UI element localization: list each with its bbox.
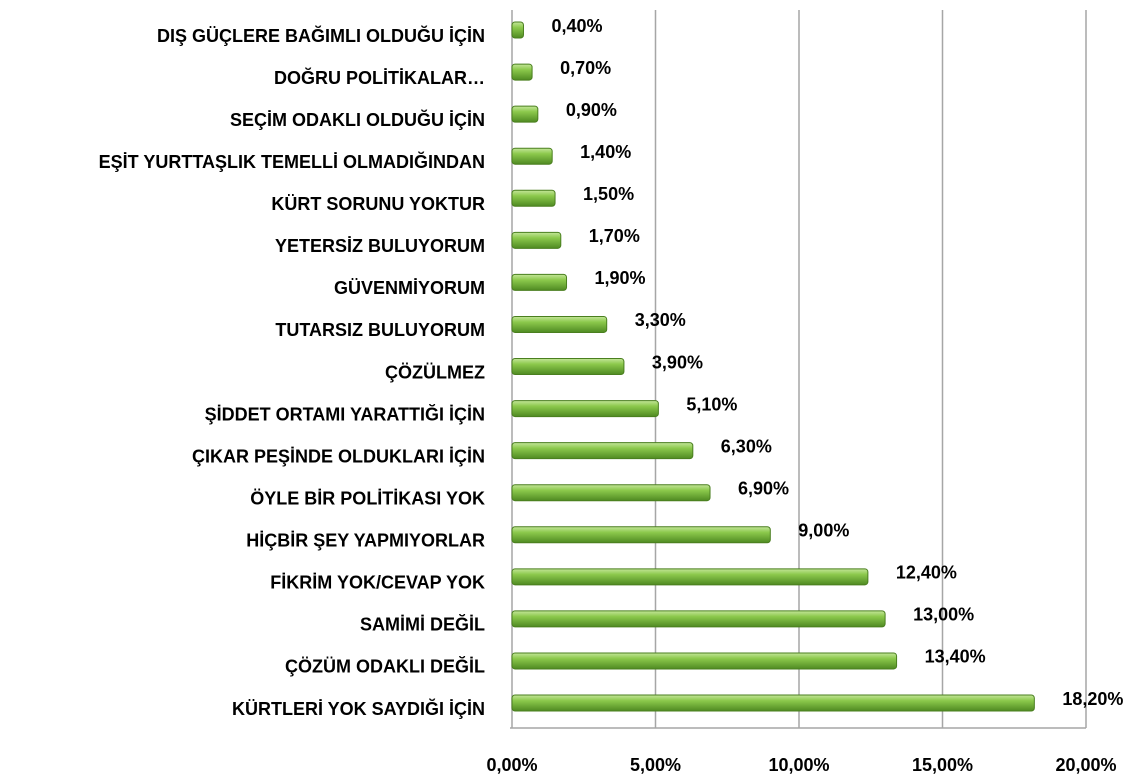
value-label: 6,90%	[738, 478, 789, 498]
category-label: SEÇİM ODAKLI OLDUĞU İÇİN	[230, 109, 485, 130]
x-tick-label: 20,00%	[1055, 755, 1116, 775]
category-label: HİÇBİR ŞEY YAPMIYORLAR	[246, 531, 485, 551]
bar	[511, 105, 539, 123]
bar	[511, 400, 659, 418]
category-label: YETERSİZ BULUYORUM	[275, 236, 485, 256]
bar	[511, 147, 553, 165]
category-label: GÜVENMİYORUM	[334, 278, 485, 298]
value-label: 0,70%	[560, 58, 611, 78]
bar	[511, 610, 886, 628]
value-label: 0,90%	[566, 100, 617, 120]
value-label: 6,30%	[721, 436, 772, 456]
x-tick-label: 5,00%	[630, 755, 681, 775]
bar	[511, 526, 771, 544]
value-label: 9,00%	[798, 521, 849, 541]
category-label: TUTARSIZ BULUYORUM	[275, 320, 485, 340]
bar	[511, 63, 533, 81]
bar	[511, 189, 556, 207]
value-label: 3,30%	[635, 310, 686, 330]
bar	[511, 484, 711, 502]
value-label: 0,40%	[551, 16, 602, 36]
value-label: 13,00%	[913, 605, 974, 625]
category-label: KÜRT SORUNU YOKTUR	[271, 194, 485, 214]
x-tick-label: 0,00%	[486, 755, 537, 775]
value-label: 3,90%	[652, 352, 703, 372]
bar	[511, 568, 869, 586]
bar	[511, 694, 1035, 712]
category-label: EŞİT YURTTAŞLIK TEMELLİ OLMADIĞINDAN	[99, 151, 485, 172]
bar	[511, 442, 694, 460]
category-label: SAMİMİ DEĞİL	[360, 614, 485, 635]
bar	[511, 315, 608, 333]
value-label: 1,70%	[589, 226, 640, 246]
value-label: 1,90%	[595, 268, 646, 288]
value-label: 13,40%	[925, 647, 986, 667]
bar	[511, 21, 524, 39]
category-label: FİKRİM YOK/CEVAP YOK	[270, 573, 485, 593]
category-label: ÇÖZÜLMEZ	[385, 362, 485, 382]
category-label: ÖYLE BİR POLİTİKASI YOK	[250, 488, 485, 508]
category-label: DOĞRU POLİTİKALAR…	[274, 67, 485, 88]
value-label: 18,20%	[1062, 689, 1123, 709]
value-label: 1,50%	[583, 184, 634, 204]
category-label: ÇIKAR PEŞİNDE OLDUKLARI İÇİN	[192, 446, 485, 466]
value-label: 1,40%	[580, 142, 631, 162]
value-label: 12,40%	[896, 563, 957, 583]
value-label: 5,10%	[686, 394, 737, 414]
x-tick-label: 10,00%	[768, 755, 829, 775]
bar	[511, 652, 898, 670]
category-label: ŞİDDET ORTAMI YARATTIĞI İÇİN	[205, 403, 485, 424]
bar	[511, 358, 625, 375]
category-label: ÇÖZÜM ODAKLI DEĞİL	[285, 656, 485, 677]
bar	[511, 273, 568, 291]
category-label: DIŞ GÜÇLERE BAĞIMLI OLDUĞU İÇİN	[157, 25, 485, 46]
x-tick-label: 15,00%	[912, 755, 973, 775]
bar	[511, 231, 562, 249]
category-label: KÜRTLERİ YOK SAYDIĞI İÇİN	[232, 698, 485, 719]
